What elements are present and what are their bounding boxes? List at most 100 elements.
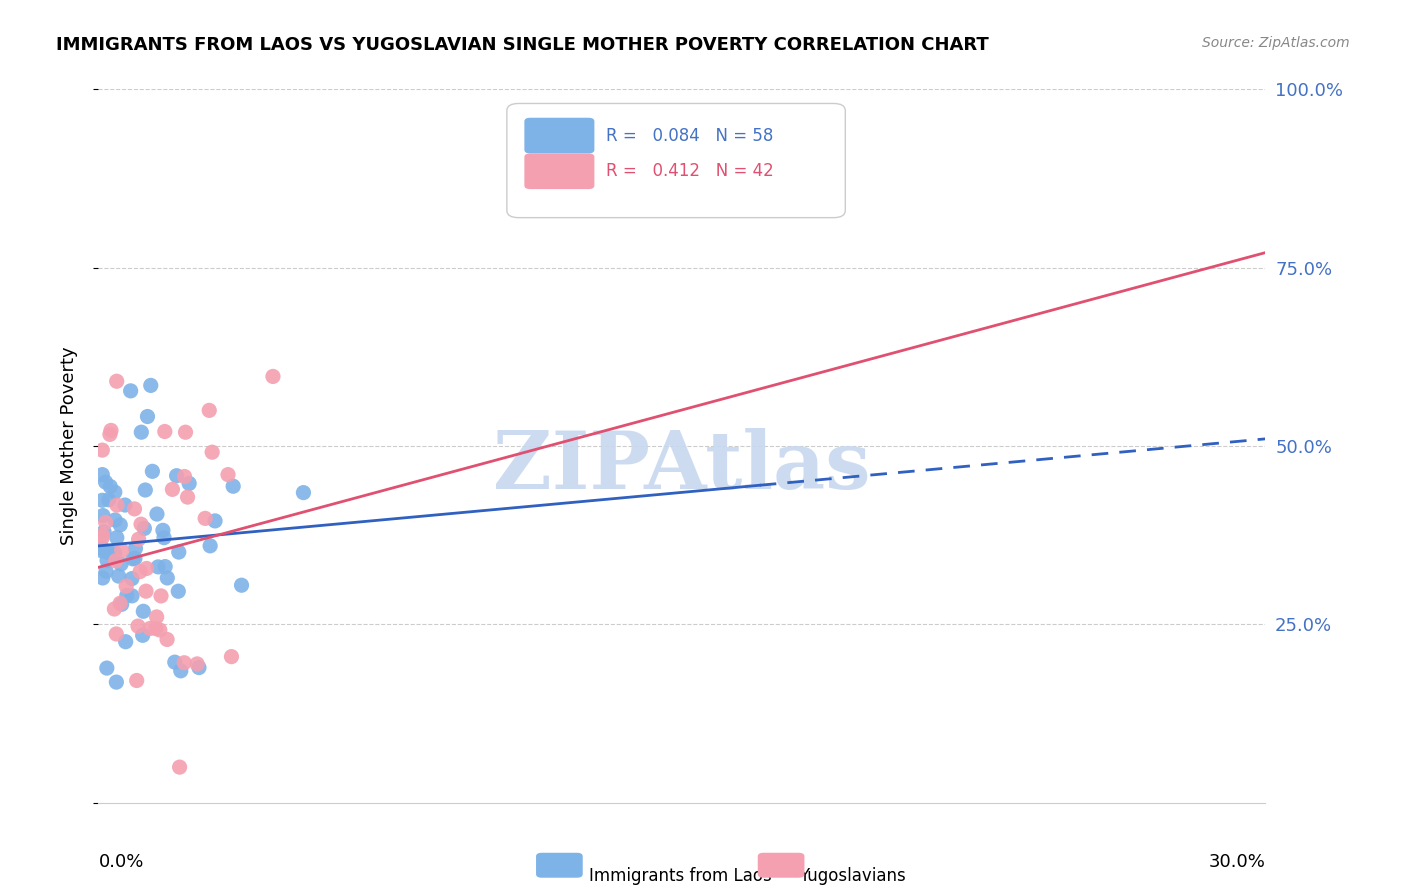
Point [91, 544, 114, 558]
Point [179, 476, 201, 491]
Point [162, 483, 184, 497]
Point [222, 479, 245, 493]
Text: ZIPAtlas: ZIPAtlas [494, 428, 870, 507]
Text: 0.0%: 0.0% [98, 853, 143, 871]
Point [105, 627, 128, 641]
Y-axis label: Single Mother Poverty: Single Mother Poverty [59, 347, 77, 545]
Point [292, 485, 315, 500]
Point [103, 602, 125, 616]
Point [174, 425, 197, 440]
Point [97, 546, 120, 560]
Point [91, 493, 114, 508]
Point [108, 596, 131, 610]
Point [100, 424, 122, 438]
Point [141, 464, 163, 478]
Point [127, 619, 149, 633]
Point [91, 571, 114, 585]
Point [124, 502, 146, 516]
Point [97, 492, 120, 507]
Point [146, 507, 169, 521]
Point [104, 485, 127, 500]
Text: R =   0.412   N = 42: R = 0.412 N = 42 [606, 162, 773, 180]
Point [217, 467, 239, 482]
Point [115, 579, 138, 593]
Point [91, 541, 114, 556]
Point [115, 588, 138, 602]
Point [98, 427, 121, 442]
Point [129, 517, 152, 532]
Point [93, 524, 115, 539]
Point [131, 425, 153, 440]
Point [94, 516, 117, 530]
Text: Yugoslavians: Yugoslavians [799, 867, 905, 885]
Point [98, 479, 121, 493]
Point [176, 490, 198, 504]
Point [104, 513, 127, 527]
Point [132, 604, 155, 618]
Point [96, 553, 118, 567]
Point [107, 569, 129, 583]
Point [94, 564, 117, 578]
Point [91, 443, 114, 458]
Point [201, 445, 224, 459]
Point [111, 543, 134, 558]
Point [146, 560, 169, 574]
Point [167, 545, 190, 559]
Point [167, 584, 190, 599]
Point [163, 655, 186, 669]
Text: 30.0%: 30.0% [1209, 853, 1265, 871]
Point [111, 597, 134, 611]
Point [145, 622, 167, 636]
Point [105, 675, 128, 690]
Point [188, 660, 211, 674]
FancyBboxPatch shape [524, 153, 595, 189]
Point [105, 531, 128, 545]
Point [121, 589, 143, 603]
Point [173, 656, 195, 670]
Point [186, 657, 208, 671]
Point [103, 546, 125, 560]
Point [120, 384, 142, 398]
Point [121, 572, 143, 586]
Point [173, 469, 195, 483]
FancyBboxPatch shape [536, 853, 582, 878]
Point [104, 554, 127, 568]
Point [231, 578, 253, 592]
Point [121, 552, 143, 566]
Point [136, 409, 159, 424]
Point [152, 524, 174, 538]
Point [128, 533, 150, 547]
Point [124, 551, 146, 566]
Point [221, 649, 243, 664]
Point [170, 664, 193, 678]
Text: Immigrants from Laos: Immigrants from Laos [589, 867, 772, 885]
Text: IMMIGRANTS FROM LAOS VS YUGOSLAVIAN SINGLE MOTHER POVERTY CORRELATION CHART: IMMIGRANTS FROM LAOS VS YUGOSLAVIAN SING… [56, 36, 988, 54]
Point [156, 632, 179, 647]
Point [198, 539, 221, 553]
Point [94, 475, 117, 489]
Point [105, 498, 128, 512]
Point [156, 571, 179, 585]
Point [134, 521, 156, 535]
Point [91, 508, 114, 523]
Point [150, 589, 173, 603]
Point [91, 528, 114, 542]
Point [262, 369, 284, 384]
Point [153, 559, 176, 574]
FancyBboxPatch shape [524, 118, 595, 153]
Text: R =   0.084   N = 58: R = 0.084 N = 58 [606, 127, 773, 145]
Point [194, 511, 217, 525]
Point [166, 468, 188, 483]
Point [135, 584, 157, 599]
Point [91, 467, 114, 482]
Point [198, 403, 221, 417]
Point [134, 483, 156, 497]
FancyBboxPatch shape [506, 103, 845, 218]
Point [110, 557, 132, 571]
Point [135, 561, 157, 575]
Point [96, 661, 118, 675]
Point [149, 623, 172, 637]
Point [129, 565, 152, 579]
Point [91, 531, 114, 545]
FancyBboxPatch shape [758, 853, 804, 878]
